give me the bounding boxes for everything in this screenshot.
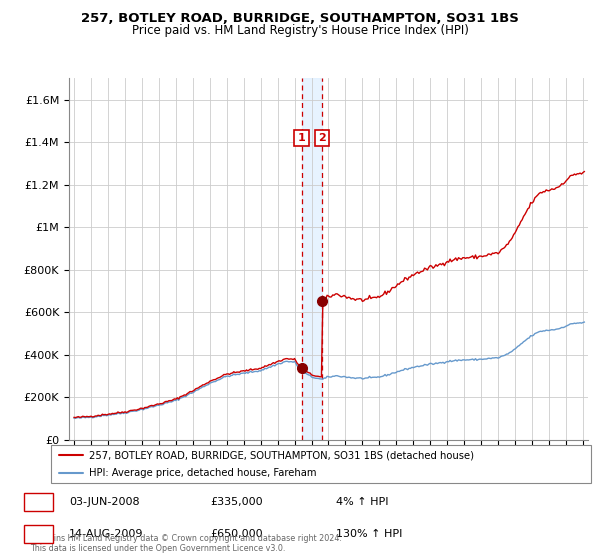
Text: Contains HM Land Registry data © Crown copyright and database right 2024.
This d: Contains HM Land Registry data © Crown c… [30, 534, 342, 553]
Text: 130% ↑ HPI: 130% ↑ HPI [336, 529, 403, 539]
Text: 2: 2 [318, 133, 326, 143]
Text: 14-AUG-2009: 14-AUG-2009 [69, 529, 143, 539]
Bar [302, 78, 322, 440]
Text: 1: 1 [34, 495, 43, 508]
Text: 257, BOTLEY ROAD, BURRIDGE, SOUTHAMPTON, SO31 1BS: 257, BOTLEY ROAD, BURRIDGE, SOUTHAMPTON,… [81, 12, 519, 25]
Text: 4% ↑ HPI: 4% ↑ HPI [336, 497, 389, 507]
Text: 03-JUN-2008: 03-JUN-2008 [69, 497, 140, 507]
Text: 257, BOTLEY ROAD, BURRIDGE, SOUTHAMPTON, SO31 1BS (detached house): 257, BOTLEY ROAD, BURRIDGE, SOUTHAMPTON,… [89, 450, 474, 460]
Text: £650,000: £650,000 [210, 529, 263, 539]
Text: HPI: Average price, detached house, Fareham: HPI: Average price, detached house, Fare… [89, 468, 316, 478]
Text: Price paid vs. HM Land Registry's House Price Index (HPI): Price paid vs. HM Land Registry's House … [131, 24, 469, 37]
Text: £335,000: £335,000 [210, 497, 263, 507]
Text: 2: 2 [34, 528, 43, 541]
Text: 1: 1 [298, 133, 305, 143]
